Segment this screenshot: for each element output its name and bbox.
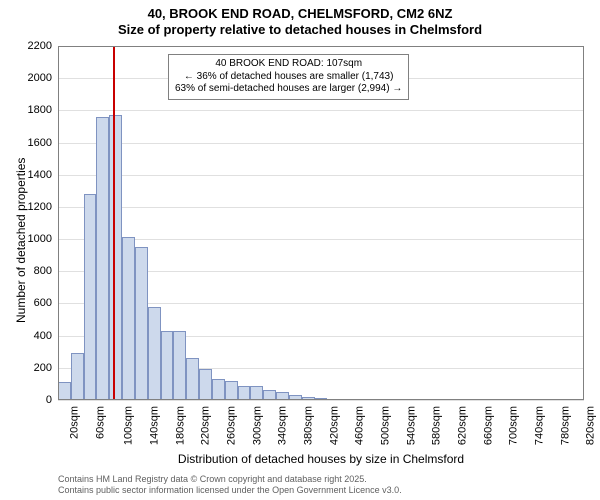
y-tick-label: 1000 xyxy=(28,233,52,245)
gridline xyxy=(58,239,584,240)
histogram-bar xyxy=(135,247,148,400)
y-tick-label: 2000 xyxy=(28,72,52,84)
x-tick-label: 140sqm xyxy=(149,406,161,445)
x-tick-label: 780sqm xyxy=(559,406,571,445)
histogram-bar xyxy=(148,307,161,400)
x-tick-label: 20sqm xyxy=(69,406,81,439)
histogram-bar xyxy=(238,386,251,400)
x-tick-label: 580sqm xyxy=(431,406,443,445)
x-tick-label: 620sqm xyxy=(456,406,468,445)
y-tick-label: 1600 xyxy=(28,137,52,149)
x-tick-label: 340sqm xyxy=(277,406,289,445)
histogram-bar xyxy=(161,331,174,400)
x-tick-label: 220sqm xyxy=(200,406,212,445)
x-tick-label: 460sqm xyxy=(354,406,366,445)
y-tick-label: 400 xyxy=(34,330,52,342)
x-tick-label: 420sqm xyxy=(328,406,340,445)
x-axis-label: Distribution of detached houses by size … xyxy=(58,452,584,466)
x-tick-label: 260sqm xyxy=(226,406,238,445)
annotation-line: 40 BROOK END ROAD: 107sqm xyxy=(175,58,402,71)
x-tick-label: 60sqm xyxy=(94,406,106,439)
gridline xyxy=(58,207,584,208)
gridline xyxy=(58,143,584,144)
annotation-box: 40 BROOK END ROAD: 107sqm← 36% of detach… xyxy=(168,54,409,100)
gridline xyxy=(58,110,584,111)
y-tick-label: 2200 xyxy=(28,40,52,52)
x-tick-label: 180sqm xyxy=(174,406,186,445)
histogram-bar xyxy=(58,382,71,400)
histogram-bar xyxy=(96,117,109,400)
property-marker-line xyxy=(113,46,115,400)
histogram-bar xyxy=(84,194,97,400)
x-tick-label: 500sqm xyxy=(379,406,391,445)
y-tick-label: 0 xyxy=(46,394,52,406)
histogram-bar xyxy=(250,386,263,400)
x-tick-label: 660sqm xyxy=(482,406,494,445)
footer-line-2: Contains public sector information licen… xyxy=(58,485,402,496)
y-tick-label: 800 xyxy=(34,265,52,277)
y-tick-label: 1400 xyxy=(28,169,52,181)
histogram-bar xyxy=(199,369,212,400)
x-tick-label: 300sqm xyxy=(251,406,263,445)
x-tick-label: 100sqm xyxy=(123,406,135,445)
chart-container: 40, BROOK END ROAD, CHELMSFORD, CM2 6NZ … xyxy=(0,0,600,500)
x-tick-label: 540sqm xyxy=(405,406,417,445)
x-tick-label: 700sqm xyxy=(508,406,520,445)
gridline xyxy=(58,175,584,176)
x-tick-label: 820sqm xyxy=(585,406,597,445)
y-tick-label: 600 xyxy=(34,297,52,309)
x-tick-label: 740sqm xyxy=(533,406,545,445)
histogram-bar xyxy=(212,379,225,400)
y-tick-label: 200 xyxy=(34,362,52,374)
histogram-bar xyxy=(71,353,84,400)
annotation-line: 63% of semi-detached houses are larger (… xyxy=(175,83,402,96)
histogram-bar xyxy=(186,358,199,400)
title-line-2: Size of property relative to detached ho… xyxy=(0,22,600,38)
chart-title: 40, BROOK END ROAD, CHELMSFORD, CM2 6NZ … xyxy=(0,6,600,37)
y-tick-label: 1800 xyxy=(28,104,52,116)
footer-line-1: Contains HM Land Registry data © Crown c… xyxy=(58,474,402,485)
annotation-line: ← 36% of detached houses are smaller (1,… xyxy=(175,71,402,84)
y-tick-label: 1200 xyxy=(28,201,52,213)
gridline xyxy=(58,400,584,401)
footer-attribution: Contains HM Land Registry data © Crown c… xyxy=(58,474,402,497)
title-line-1: 40, BROOK END ROAD, CHELMSFORD, CM2 6NZ xyxy=(0,6,600,22)
plot-area: 0200400600800100012001400160018002000220… xyxy=(58,46,584,400)
histogram-bar xyxy=(225,381,238,400)
histogram-bar xyxy=(109,115,122,400)
x-tick-label: 380sqm xyxy=(302,406,314,445)
histogram-bar xyxy=(122,237,135,400)
histogram-bar xyxy=(173,331,186,400)
